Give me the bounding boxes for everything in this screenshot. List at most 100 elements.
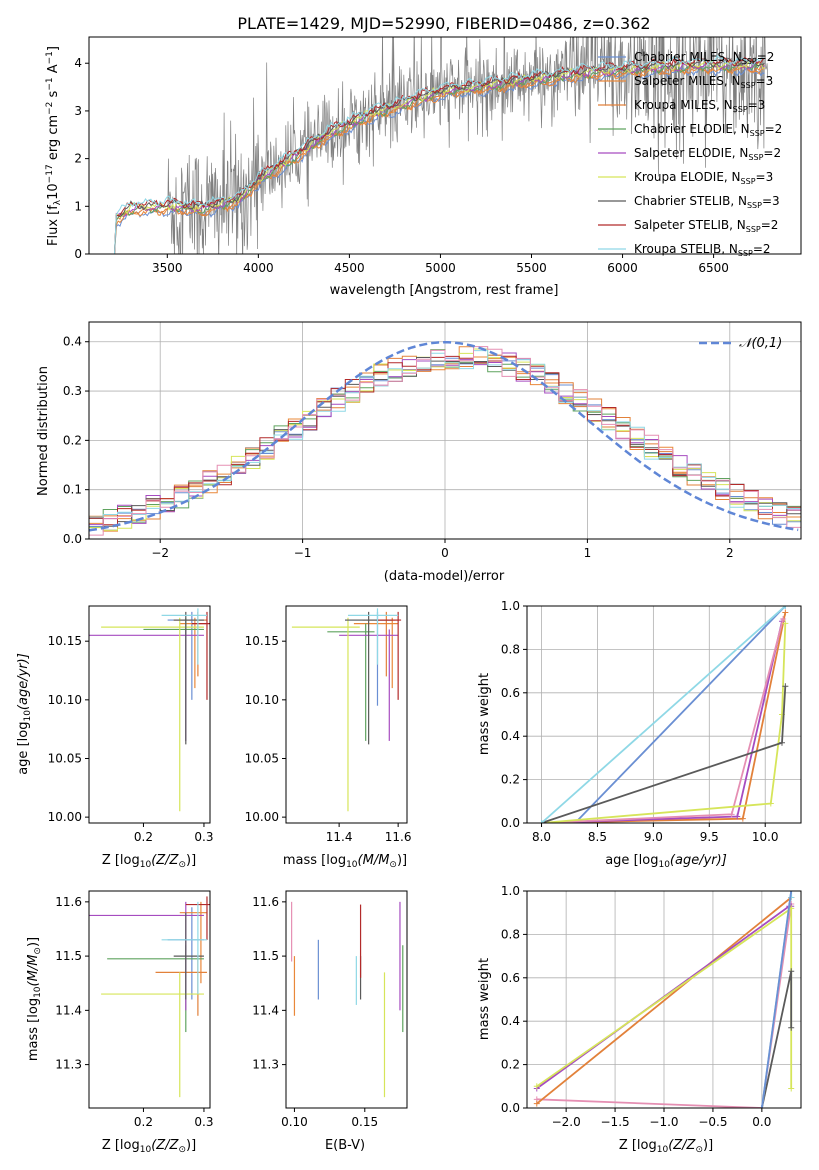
legend-name: Salpeter STELIB, N [634,218,746,232]
legend-name: Salpeter MILES, N [634,74,741,88]
residuals-xlabel: (data-model)/error [384,569,505,584]
y-tick-label: 0.2 [63,433,82,447]
cumulative-age-panel: age [log10(age/yr)] mass weight 8.0 8.5 9.… [477,599,802,870]
y-tick-label: 0.8 [501,642,520,656]
y-tick-label: 10.15 [245,634,279,648]
x-tick-label: −0.5 [698,1115,727,1129]
x-tick-label: 3500 [152,261,183,275]
cum-line-kroupa-miles [536,896,792,1105]
x-tick-label: 1 [584,546,592,560]
residuals-ylabel: Normed distribution [36,366,51,496]
x-tick-label: −1.0 [649,1115,678,1129]
cum-line-chabrier-miles [541,606,786,823]
x-tick-label: 9.5 [700,830,719,844]
x-tick-label: −1 [294,546,312,560]
x-tick-label: −2.0 [552,1115,581,1129]
cum-marker [788,1024,795,1031]
legend-sub: SSP [742,57,757,66]
plot-area [533,891,795,1108]
plot-area [291,608,402,812]
cum-marker [767,800,774,807]
y-tick-label: 11.4 [55,1003,82,1017]
legend-label: Chabrier STELIB, NSSP=3 [634,194,780,210]
mass-vs-extinction-panel: E(B-V) 0.10 0.15 11.3 11.4 11.5 11.6 [252,890,408,1153]
x-tick-label: 9.0 [644,830,663,844]
cum-marker [788,1085,795,1092]
plot-area [291,901,404,1098]
axes-frame [285,605,408,824]
legend-n: =2 [753,242,771,256]
y-tick-label: 10.10 [245,693,279,707]
legend-n: =3 [748,98,766,112]
y-tick-label: 1.0 [501,884,520,898]
axes-frame [285,890,408,1109]
y-tick-label: 0 [74,247,82,261]
cum-marker [782,606,789,609]
normal-distribution-curve [89,340,799,532]
x-tick-label: 0.2 [134,1115,153,1129]
y-tick-label: 11.6 [252,895,279,909]
y-tick-label: 10.10 [48,693,82,707]
legend-label: Kroupa STELIB, NSSP=2 [634,242,771,258]
y-tick-label: 11.3 [252,1058,279,1072]
ageM-xlabel: mass [log10(M/M⊙)] [283,853,407,870]
plot-area [538,606,789,823]
spectrum-xlabel: wavelength [Angstrom, rest frame] [330,283,559,298]
plot-area [89,896,210,1098]
x-tick-label: 0.0 [752,1115,771,1129]
cum-line-kroupa-elodie [541,623,787,823]
legend-name: Chabrier MILES, N [634,50,742,64]
cumAge-xlabel: age [log10(age/yr)] [605,853,727,870]
y-tick-label: 0.6 [501,686,520,700]
legend-n: =2 [765,122,783,136]
cum-marker [788,891,795,894]
cum-marker [778,739,785,746]
cum-marker [728,811,735,818]
y-tick-label: 10.00 [48,810,82,824]
legend-n: =3 [756,170,774,184]
legend-label: Kroupa ELODIE, NSSP=3 [634,170,773,186]
x-tick-label: 11.4 [326,830,353,844]
y-tick-label: 10.05 [245,751,279,765]
spectrum-panel: PLATE=1429, MJD=52990, FIBERID=0486, z=0… [45,14,802,298]
cum-line-kroupa-stelib [540,606,786,823]
x-tick-label: 8.0 [532,830,551,844]
cum-line-chabrier-stelib [761,971,793,1108]
axes-frame [526,605,802,824]
y-tick-label: 2 [74,152,82,166]
legend-n: =2 [763,146,781,160]
legend-name: Salpeter ELODIE, N [634,146,748,160]
legend-sub: SSP [748,153,763,162]
legend-sub: SSP [747,201,762,210]
cum-line-salpeter-elodie [541,620,783,823]
cum-marker [734,813,741,820]
x-tick-label: 4000 [243,261,274,275]
y-tick-label: 0.0 [63,532,82,546]
y-tick-label: 10.05 [48,751,82,765]
legend-label: Salpeter MILES, NSSP=3 [634,74,773,90]
spectrum-ylabel: Flux [fλ10−17 erg cm−2 s−1 A−1] [45,46,63,246]
x-tick-label: 0.15 [351,1115,378,1129]
y-tick-label: 11.4 [252,1003,279,1017]
x-tick-label: 8.5 [588,830,607,844]
x-tick-label: 0.2 [134,830,153,844]
legend-name: Kroupa MILES, N [634,98,733,112]
y-tick-label: 0.4 [501,1014,520,1028]
x-tick-label: 5000 [425,261,456,275]
cum-marker [782,609,789,616]
residuals-panel: (data-model)/error Normed distribution −… [36,321,802,584]
x-tick-label: 2 [726,546,734,560]
y-tick-label: 11.5 [55,949,82,963]
y-tick-label: 0.3 [63,384,82,398]
ageZ-xlabel: Z [log10(Z/Z⊙)] [102,853,196,870]
mass-vs-metallicity-panel: Z [log10(Z/Z⊙)] mass [log10(M/M⊙)] 0.2 0.… [26,890,213,1155]
age-vs-metallicity-panel: Z [log10(Z/Z⊙)] age [log10(age/yr)] 0.2 0… [16,605,213,870]
y-tick-label: 11.6 [55,895,82,909]
legend-sub: SSP [733,105,748,114]
legend-sub: SSP [746,225,761,234]
age-vs-mass-panel: mass [log10(M/M⊙)] 11.4 11.6 10.00 10.05 10.… [245,605,412,870]
residual-hist-pink [89,346,801,539]
y-tick-label: 1 [74,199,82,213]
y-tick-label: 10.15 [48,634,82,648]
y-tick-label: 0.4 [501,729,520,743]
